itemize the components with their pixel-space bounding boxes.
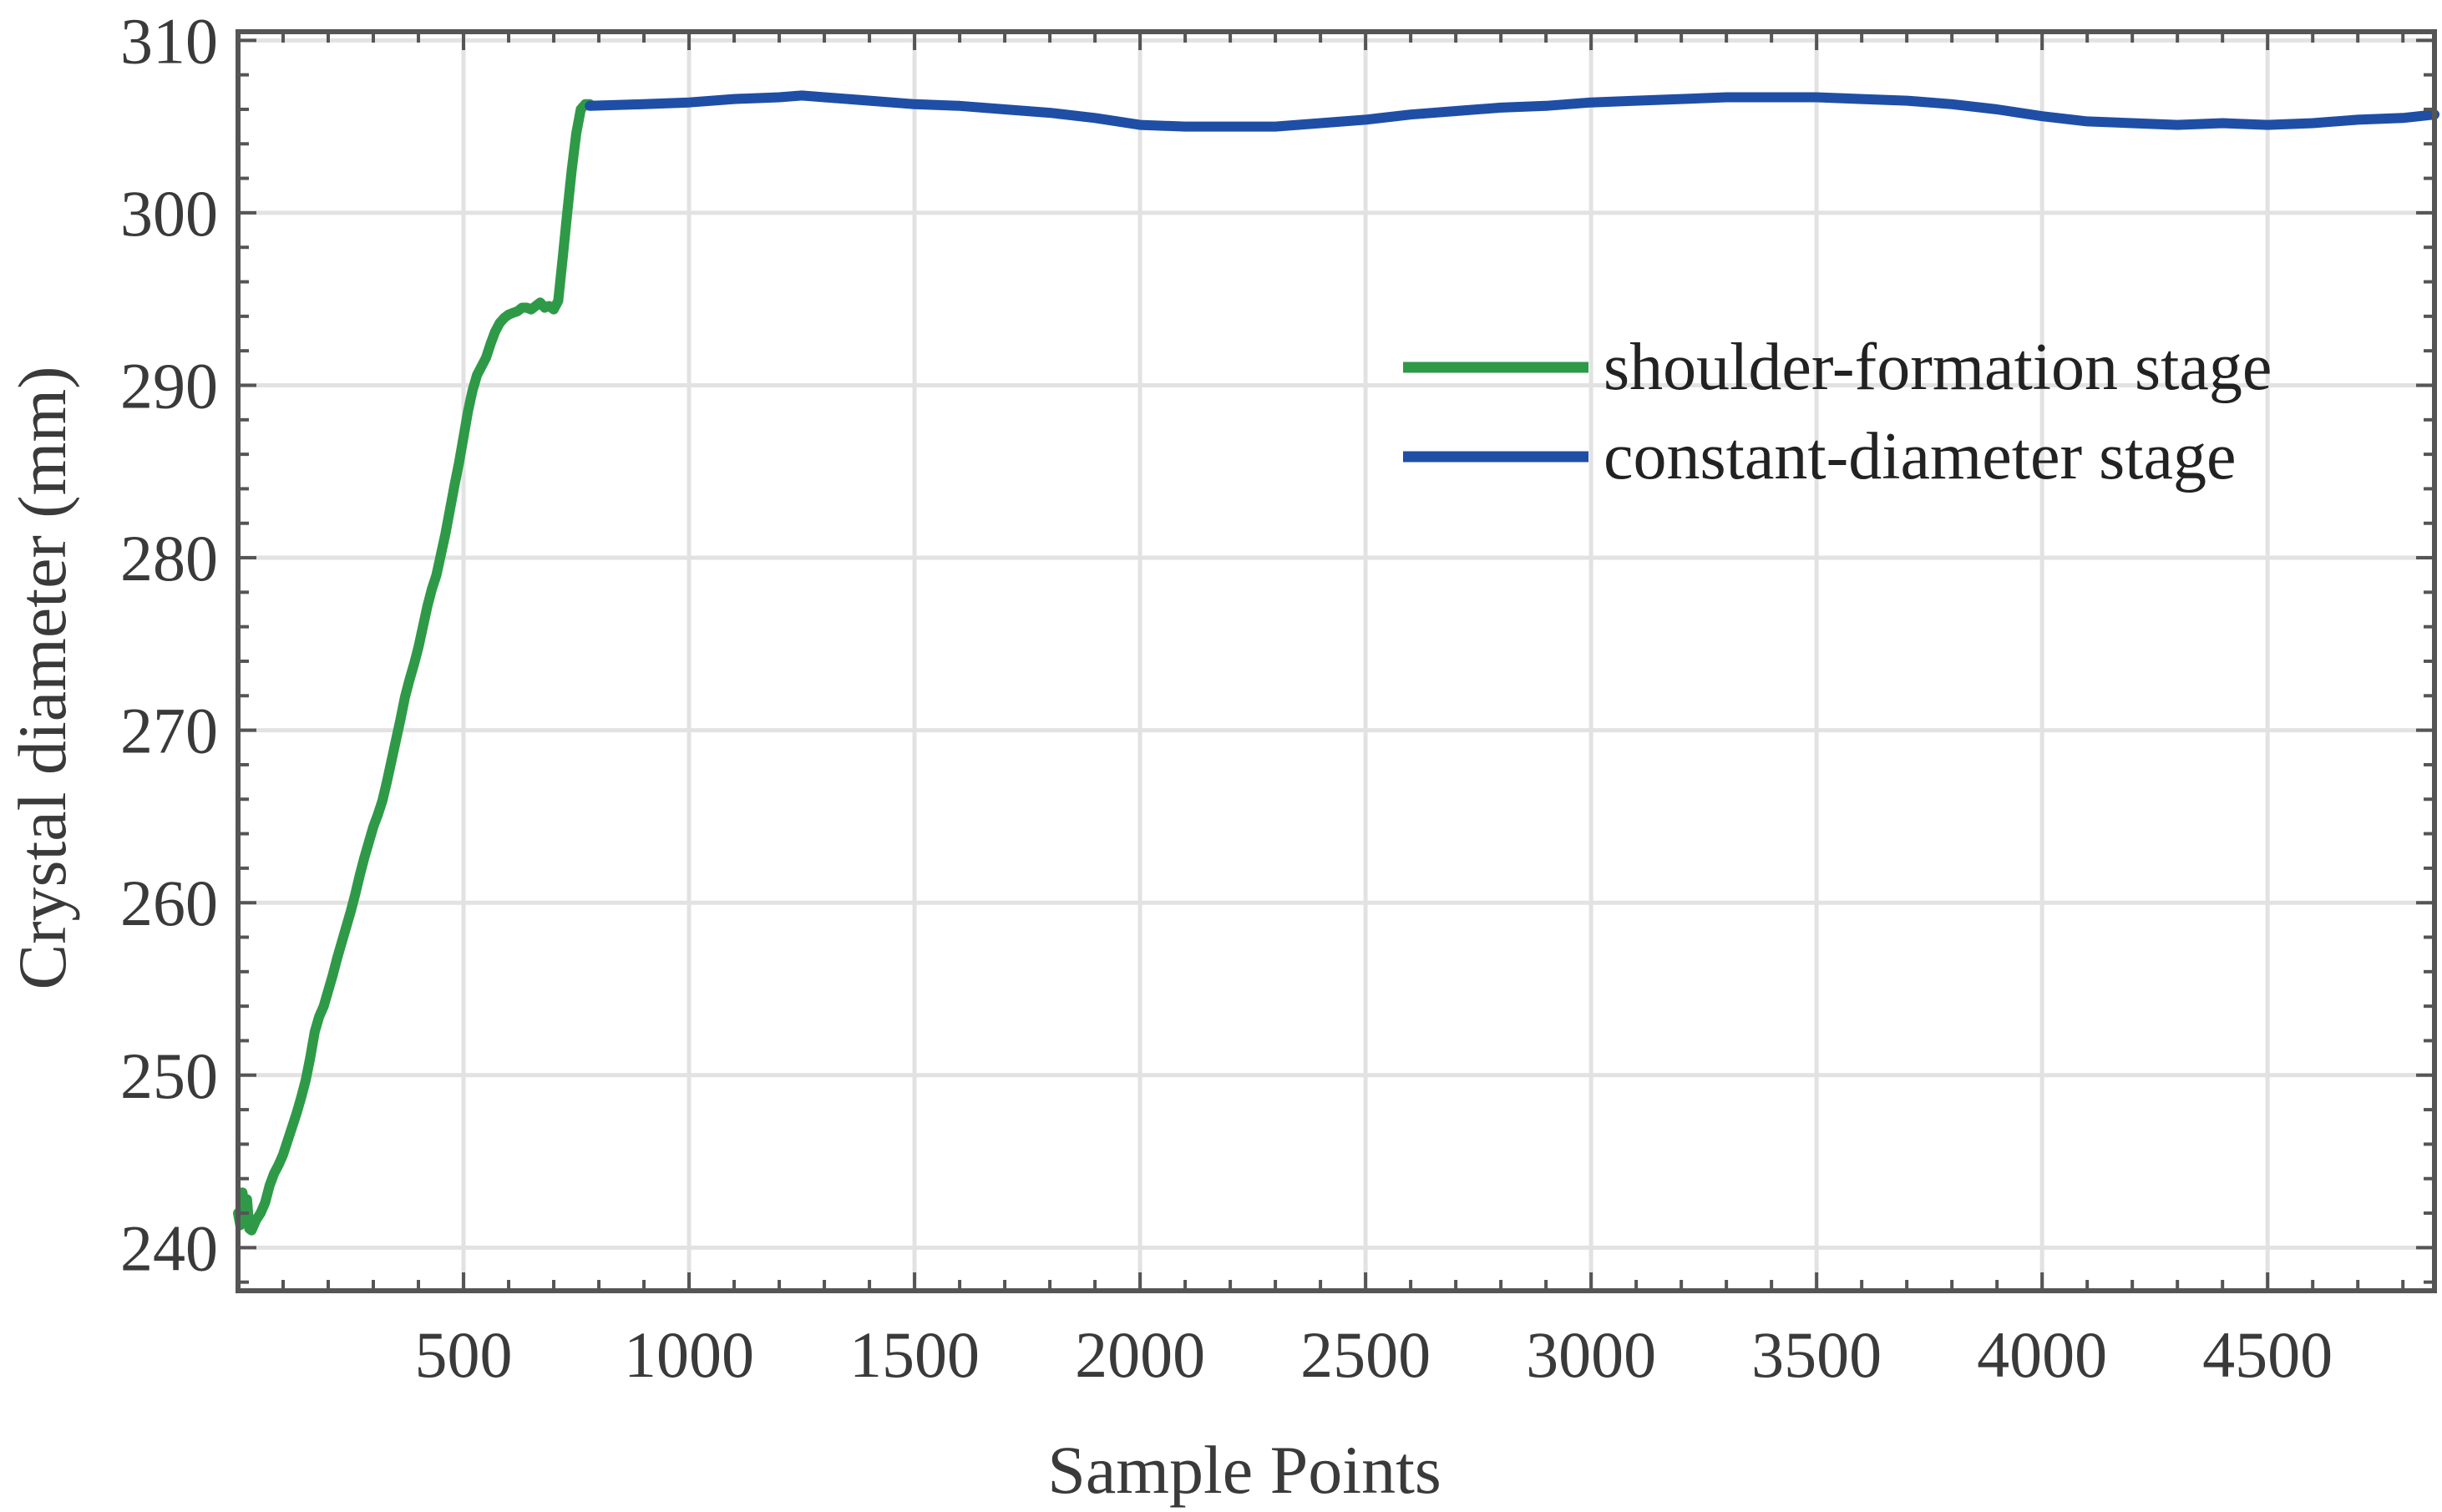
series-line-2: [585, 90, 2439, 132]
x-tick-label: 2000: [1075, 1318, 1205, 1391]
y-tick-label: 270: [120, 695, 218, 767]
y-tick-label: 250: [120, 1039, 218, 1112]
y-tick-label: 240: [120, 1211, 218, 1284]
y-tick-label: 310: [120, 4, 218, 77]
x-tick-label: 500: [415, 1318, 513, 1391]
x-axis-label: Sample Points: [1047, 1432, 1441, 1508]
legend-label: constant-diameter stage: [1604, 420, 2236, 493]
legend-label: shoulder-formation stage: [1604, 331, 2272, 404]
x-tick-label: 3000: [1526, 1318, 1656, 1391]
x-tick-label: 4500: [2202, 1318, 2333, 1391]
x-tick-label: 2500: [1300, 1318, 1431, 1391]
x-tick-label: 1500: [849, 1318, 980, 1391]
y-axis-label: Crystal diameter (mm): [4, 367, 80, 990]
y-tick-label: 280: [120, 522, 218, 594]
y-tick-label: 290: [120, 349, 218, 422]
legend: shoulder-formation stage constant-diamete…: [1403, 331, 2272, 493]
tick-labels: 500 1000 1500 2000 2500 3000 3500 4000 4500 240 25…: [120, 4, 2333, 1391]
axis-ticks: [238, 32, 2434, 1291]
grid: [238, 32, 2434, 1291]
series-line-1: [233, 99, 595, 1236]
y-tick-label: 300: [120, 177, 218, 250]
x-tick-label: 1000: [624, 1318, 754, 1391]
x-tick-label: 3500: [1751, 1318, 1882, 1391]
y-tick-label: 260: [120, 867, 218, 939]
series-layer: [233, 90, 2439, 1236]
x-tick-label: 4000: [1977, 1318, 2107, 1391]
